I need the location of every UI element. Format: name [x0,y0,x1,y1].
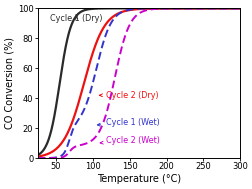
Text: Cycle 1 (Dry): Cycle 1 (Dry) [50,14,102,23]
Y-axis label: CO Conversion (%): CO Conversion (%) [5,37,15,129]
Text: Cycle 1 (Wet): Cycle 1 (Wet) [97,118,159,127]
Text: Cycle 2 (Wet): Cycle 2 (Wet) [100,136,159,145]
Text: Cycle 2 (Dry): Cycle 2 (Dry) [99,91,158,100]
X-axis label: Temperature (°C): Temperature (°C) [97,174,180,184]
